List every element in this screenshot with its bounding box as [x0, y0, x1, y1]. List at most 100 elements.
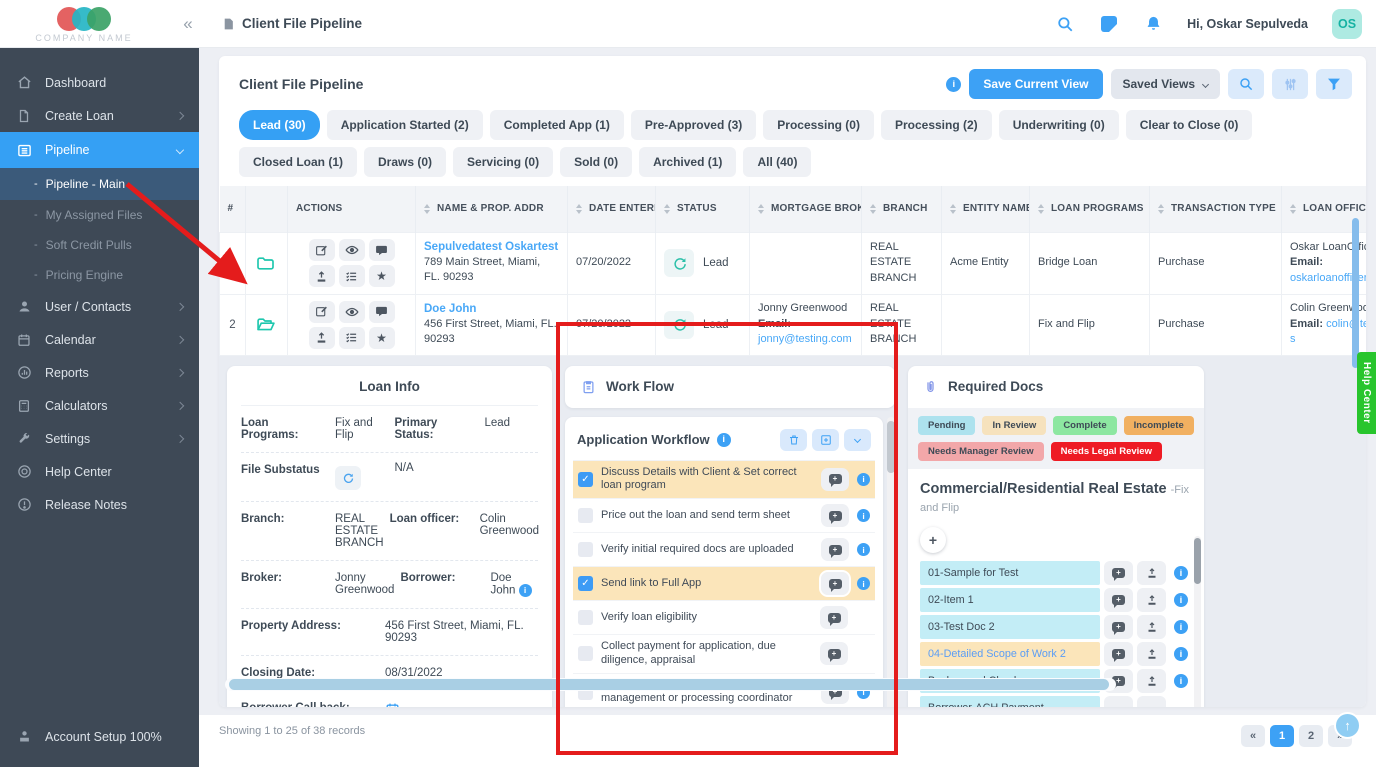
- step-chat-button[interactable]: +: [821, 504, 849, 527]
- doc-chat-button[interactable]: +: [1104, 588, 1133, 613]
- help-center-tab[interactable]: Help Center: [1357, 352, 1376, 434]
- doc-name[interactable]: 03-Test Doc 2: [920, 615, 1100, 640]
- saved-views-dropdown[interactable]: Saved Views: [1110, 69, 1220, 99]
- col-name[interactable]: NAME & PROP. ADDR: [415, 186, 568, 232]
- doc-info-icon[interactable]: i: [1174, 566, 1188, 581]
- step-checkbox[interactable]: [578, 508, 593, 523]
- doc-upload-button[interactable]: [1137, 615, 1166, 640]
- favorite-star-button[interactable]: ★: [368, 265, 395, 287]
- open-folder-icon[interactable]: [245, 293, 288, 356]
- broker-email-link[interactable]: jonny@testing.com: [758, 333, 852, 346]
- step-info-icon[interactable]: i: [857, 472, 870, 486]
- pagination-page-2[interactable]: 2: [1299, 725, 1323, 747]
- column-settings-button[interactable]: [1272, 69, 1308, 99]
- edit-button[interactable]: [308, 239, 335, 261]
- step-checkbox[interactable]: ✓: [578, 576, 593, 591]
- refresh-status-icon[interactable]: [664, 310, 694, 339]
- doc-chat-button[interactable]: +: [1104, 615, 1133, 640]
- step-checkbox[interactable]: [578, 542, 593, 557]
- step-chat-button[interactable]: +: [819, 570, 851, 597]
- step-info-icon[interactable]: i: [857, 509, 870, 522]
- doc-name[interactable]: 04-Detailed Scope of Work 2: [920, 642, 1100, 667]
- notes-icon[interactable]: [1099, 14, 1119, 34]
- col-entity-name[interactable]: ENTITY NAME: [941, 186, 1030, 232]
- sidebar-collapse-button[interactable]: «: [183, 13, 193, 33]
- client-name-link[interactable]: Sepulvedatest Oskartest: [424, 241, 559, 254]
- filter-button[interactable]: [1316, 69, 1352, 99]
- tab-application-started[interactable]: Application Started (2): [326, 110, 483, 140]
- col-transaction-type[interactable]: TRANSACTION TYPE: [1149, 186, 1282, 232]
- search-button[interactable]: [1228, 69, 1264, 99]
- sidebar-item-user-contacts[interactable]: User / Contacts: [0, 290, 199, 323]
- sidebar-item-account-setup[interactable]: Account Setup 100%: [0, 720, 199, 753]
- doc-upload-button[interactable]: [1137, 669, 1166, 694]
- sidebar-item-pipeline[interactable]: Pipeline: [0, 132, 199, 168]
- sidebar-item-settings[interactable]: Settings: [0, 422, 199, 455]
- sidebar-item-reports[interactable]: Reports: [0, 356, 199, 389]
- workflow-info-icon[interactable]: i: [716, 432, 731, 447]
- sidebar-item-calendar[interactable]: Calendar: [0, 323, 199, 356]
- borrower-info-icon[interactable]: i: [518, 583, 532, 597]
- tab-draws[interactable]: Draws (0): [364, 147, 447, 177]
- scroll-to-top-button[interactable]: ↑: [1334, 712, 1361, 739]
- checklist-button[interactable]: [338, 265, 365, 287]
- sidebar-item-calculators[interactable]: Calculators: [0, 389, 199, 422]
- favorite-star-button[interactable]: ★: [368, 326, 395, 349]
- sidebar-subitem-pricing-engine[interactable]: - Pricing Engine: [34, 268, 124, 282]
- col-loan-programs[interactable]: LOAN PROGRAMS: [1029, 186, 1150, 232]
- tab-all[interactable]: All (40): [743, 147, 812, 177]
- doc-chat-button[interactable]: +: [1104, 696, 1133, 707]
- edit-button[interactable]: [308, 300, 335, 323]
- upload-button[interactable]: [308, 326, 335, 349]
- doc-chat-button[interactable]: +: [1104, 642, 1133, 667]
- step-chat-button[interactable]: +: [820, 606, 848, 629]
- tab-lead[interactable]: Lead (30): [239, 110, 320, 140]
- step-info-icon[interactable]: i: [857, 543, 870, 556]
- col-loan-officer[interactable]: LOAN OFFICER: [1281, 186, 1366, 232]
- doc-name[interactable]: 01-Sample for Test: [920, 561, 1100, 586]
- tab-clear-to-close[interactable]: Clear to Close (0): [1125, 110, 1253, 140]
- collapse-workflow-button[interactable]: [844, 428, 871, 451]
- sidebar-subitem-my-assigned-files[interactable]: - My Assigned Files: [34, 208, 143, 222]
- doc-name[interactable]: Borrower-ACH Payment Authorization: [920, 696, 1100, 707]
- refresh-status-icon[interactable]: [664, 249, 694, 277]
- search-icon[interactable]: [1055, 14, 1075, 34]
- sidebar-item-create-loan[interactable]: Create Loan: [0, 99, 199, 132]
- tab-completed-app[interactable]: Completed App (1): [489, 110, 624, 140]
- col-mortgage-broker[interactable]: MORTGAGE BROKER: [749, 186, 862, 232]
- archive-workflow-button[interactable]: [780, 428, 807, 451]
- doc-info-icon[interactable]: i: [1174, 593, 1188, 608]
- tab-archived[interactable]: Archived (1): [639, 147, 737, 177]
- step-checkbox[interactable]: [578, 610, 593, 625]
- step-checkbox[interactable]: ✓: [578, 471, 593, 487]
- col-branch[interactable]: BRANCH: [861, 186, 942, 232]
- doc-upload-button[interactable]: [1137, 696, 1166, 707]
- officer-email-link[interactable]: oskarloanofficer: [1290, 271, 1366, 284]
- chat-button[interactable]: [368, 300, 395, 323]
- step-chat-button[interactable]: +: [821, 467, 849, 491]
- avatar[interactable]: OS: [1332, 8, 1362, 39]
- callback-calendar-icon[interactable]: [385, 702, 538, 707]
- doc-chat-button[interactable]: +: [1104, 561, 1133, 586]
- tab-processing-0[interactable]: Processing (0): [763, 110, 874, 140]
- pagination-first-button[interactable]: «: [1241, 725, 1265, 747]
- horizontal-scrollbar[interactable]: [225, 678, 1116, 691]
- save-current-view-button[interactable]: Save Current View: [969, 69, 1103, 99]
- client-name-link[interactable]: Doe John: [424, 302, 477, 315]
- workflow-scrollbar[interactable]: [887, 416, 895, 707]
- upload-button[interactable]: [308, 265, 335, 287]
- add-step-button[interactable]: [812, 428, 839, 451]
- tab-underwriting[interactable]: Underwriting (0): [998, 110, 1119, 140]
- tab-servicing[interactable]: Servicing (0): [453, 147, 554, 177]
- step-chat-button[interactable]: +: [821, 538, 849, 561]
- doc-upload-button[interactable]: [1137, 561, 1166, 586]
- col-status[interactable]: STATUS: [655, 186, 750, 232]
- closed-folder-icon[interactable]: [245, 231, 288, 295]
- tab-processing-2[interactable]: Processing (2): [880, 110, 992, 140]
- pagination-page-1[interactable]: 1: [1270, 725, 1294, 747]
- chat-button[interactable]: [368, 239, 395, 261]
- notifications-bell-icon[interactable]: [1143, 14, 1163, 34]
- refresh-substatus-icon[interactable]: [335, 465, 361, 490]
- doc-info-icon[interactable]: i: [1174, 674, 1188, 689]
- view-button[interactable]: [338, 300, 365, 323]
